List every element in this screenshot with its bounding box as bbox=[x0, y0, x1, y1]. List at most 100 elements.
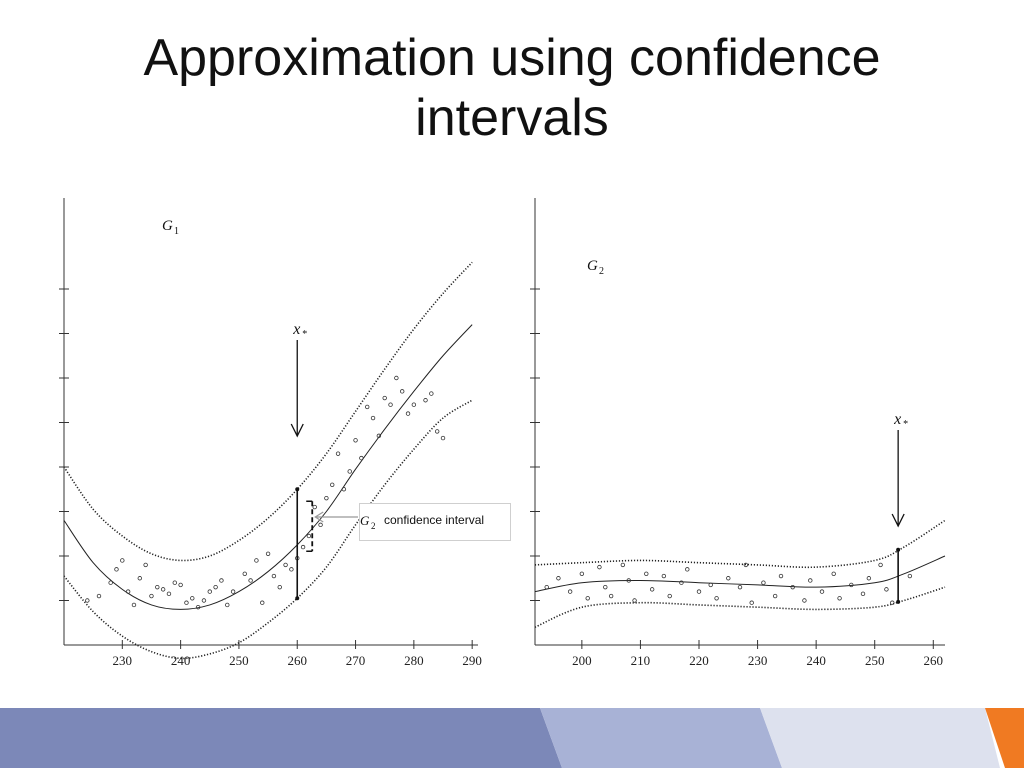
graph-label-sub: 1 bbox=[174, 226, 179, 237]
data-point bbox=[306, 533, 312, 539]
data-point bbox=[137, 576, 143, 581]
data-point bbox=[114, 567, 119, 572]
data-point bbox=[120, 558, 125, 563]
x-tick-label: 220 bbox=[689, 653, 709, 668]
data-point bbox=[866, 576, 872, 581]
data-point bbox=[324, 495, 329, 501]
data-point bbox=[353, 438, 358, 443]
data-point bbox=[359, 455, 364, 461]
data-point bbox=[696, 589, 702, 594]
data-point bbox=[248, 578, 253, 583]
data-point bbox=[347, 469, 352, 474]
data-point bbox=[166, 591, 172, 597]
data-point bbox=[860, 591, 866, 597]
data-point bbox=[567, 589, 573, 594]
data-point bbox=[172, 580, 177, 585]
data-point bbox=[429, 391, 434, 396]
data-point bbox=[201, 598, 207, 603]
marker-label: x bbox=[893, 411, 901, 428]
footer-band-light bbox=[760, 708, 1000, 768]
data-point bbox=[131, 602, 137, 608]
data-point bbox=[388, 402, 393, 407]
data-point bbox=[434, 429, 440, 434]
data-point bbox=[225, 602, 230, 608]
data-point bbox=[743, 562, 749, 568]
x-tick-label: 290 bbox=[462, 653, 482, 668]
data-point bbox=[603, 584, 608, 590]
data-point bbox=[585, 596, 590, 601]
x-tick-label: 270 bbox=[346, 653, 366, 668]
data-point bbox=[190, 596, 195, 601]
data-point bbox=[831, 571, 836, 576]
marker-label-sub: * bbox=[903, 419, 908, 430]
data-point bbox=[271, 573, 277, 579]
data-point bbox=[726, 576, 731, 581]
data-point bbox=[219, 578, 224, 583]
data-point bbox=[213, 584, 218, 590]
data-point bbox=[556, 576, 561, 581]
data-point bbox=[849, 582, 854, 588]
data-point bbox=[312, 504, 317, 510]
data-point bbox=[376, 433, 382, 439]
data-point bbox=[365, 404, 370, 410]
data-point bbox=[790, 584, 795, 590]
interval-end-bottom bbox=[295, 596, 300, 601]
data-point bbox=[626, 578, 631, 583]
data-point bbox=[370, 415, 376, 421]
data-point bbox=[300, 544, 306, 550]
confidence-bound-line bbox=[534, 519, 946, 569]
callout-text: confidence interval bbox=[384, 513, 485, 527]
data-point bbox=[242, 571, 247, 576]
data-point bbox=[819, 589, 825, 594]
data-point bbox=[772, 593, 778, 599]
x-tick-label: 230 bbox=[748, 653, 768, 668]
data-point bbox=[341, 487, 347, 492]
data-point bbox=[890, 600, 895, 605]
x-tick-label: 200 bbox=[572, 653, 592, 668]
data-point bbox=[597, 564, 602, 570]
data-point bbox=[837, 596, 842, 601]
chart-g2: 200 210 220 230 240 250 260 G 2 x * bbox=[530, 198, 946, 668]
graph-label: G bbox=[162, 218, 173, 234]
slide-title: Approximation using confidence intervals bbox=[143, 29, 881, 147]
data-point bbox=[411, 402, 417, 407]
data-point bbox=[544, 584, 549, 590]
data-point bbox=[423, 398, 428, 403]
data-point bbox=[440, 435, 446, 441]
data-point bbox=[318, 522, 323, 528]
callout-pointer-head bbox=[314, 511, 324, 523]
x-tick-label: 210 bbox=[631, 653, 651, 668]
x-tick-label: 240 bbox=[171, 653, 191, 668]
data-point bbox=[149, 593, 154, 599]
data-point bbox=[714, 596, 719, 601]
data-point bbox=[405, 411, 411, 416]
data-point bbox=[661, 573, 667, 579]
data-point bbox=[878, 562, 883, 568]
data-point bbox=[907, 573, 913, 579]
data-point bbox=[778, 573, 784, 579]
regression-line bbox=[63, 324, 473, 610]
data-point bbox=[644, 571, 649, 576]
marker-label: x bbox=[292, 321, 300, 338]
data-point bbox=[679, 580, 684, 585]
confidence-interval-callout bbox=[359, 503, 511, 541]
data-point bbox=[884, 587, 889, 592]
data-point bbox=[330, 482, 335, 487]
data-point bbox=[649, 587, 655, 592]
data-point bbox=[382, 395, 387, 401]
data-point bbox=[632, 598, 637, 603]
data-point bbox=[260, 600, 265, 605]
data-point bbox=[125, 589, 131, 594]
callout-graph-label: G bbox=[360, 513, 370, 528]
graph-label-sub: 2 bbox=[599, 266, 604, 277]
data-point bbox=[96, 593, 102, 599]
data-point bbox=[802, 598, 807, 603]
data-point bbox=[708, 582, 713, 588]
data-point bbox=[195, 604, 201, 610]
data-point bbox=[335, 451, 341, 456]
callout-graph-sub: 2 bbox=[371, 521, 376, 531]
footer-band-dark bbox=[0, 708, 562, 768]
x-tick-label: 260 bbox=[287, 653, 307, 668]
interval-end-bottom bbox=[896, 599, 901, 604]
